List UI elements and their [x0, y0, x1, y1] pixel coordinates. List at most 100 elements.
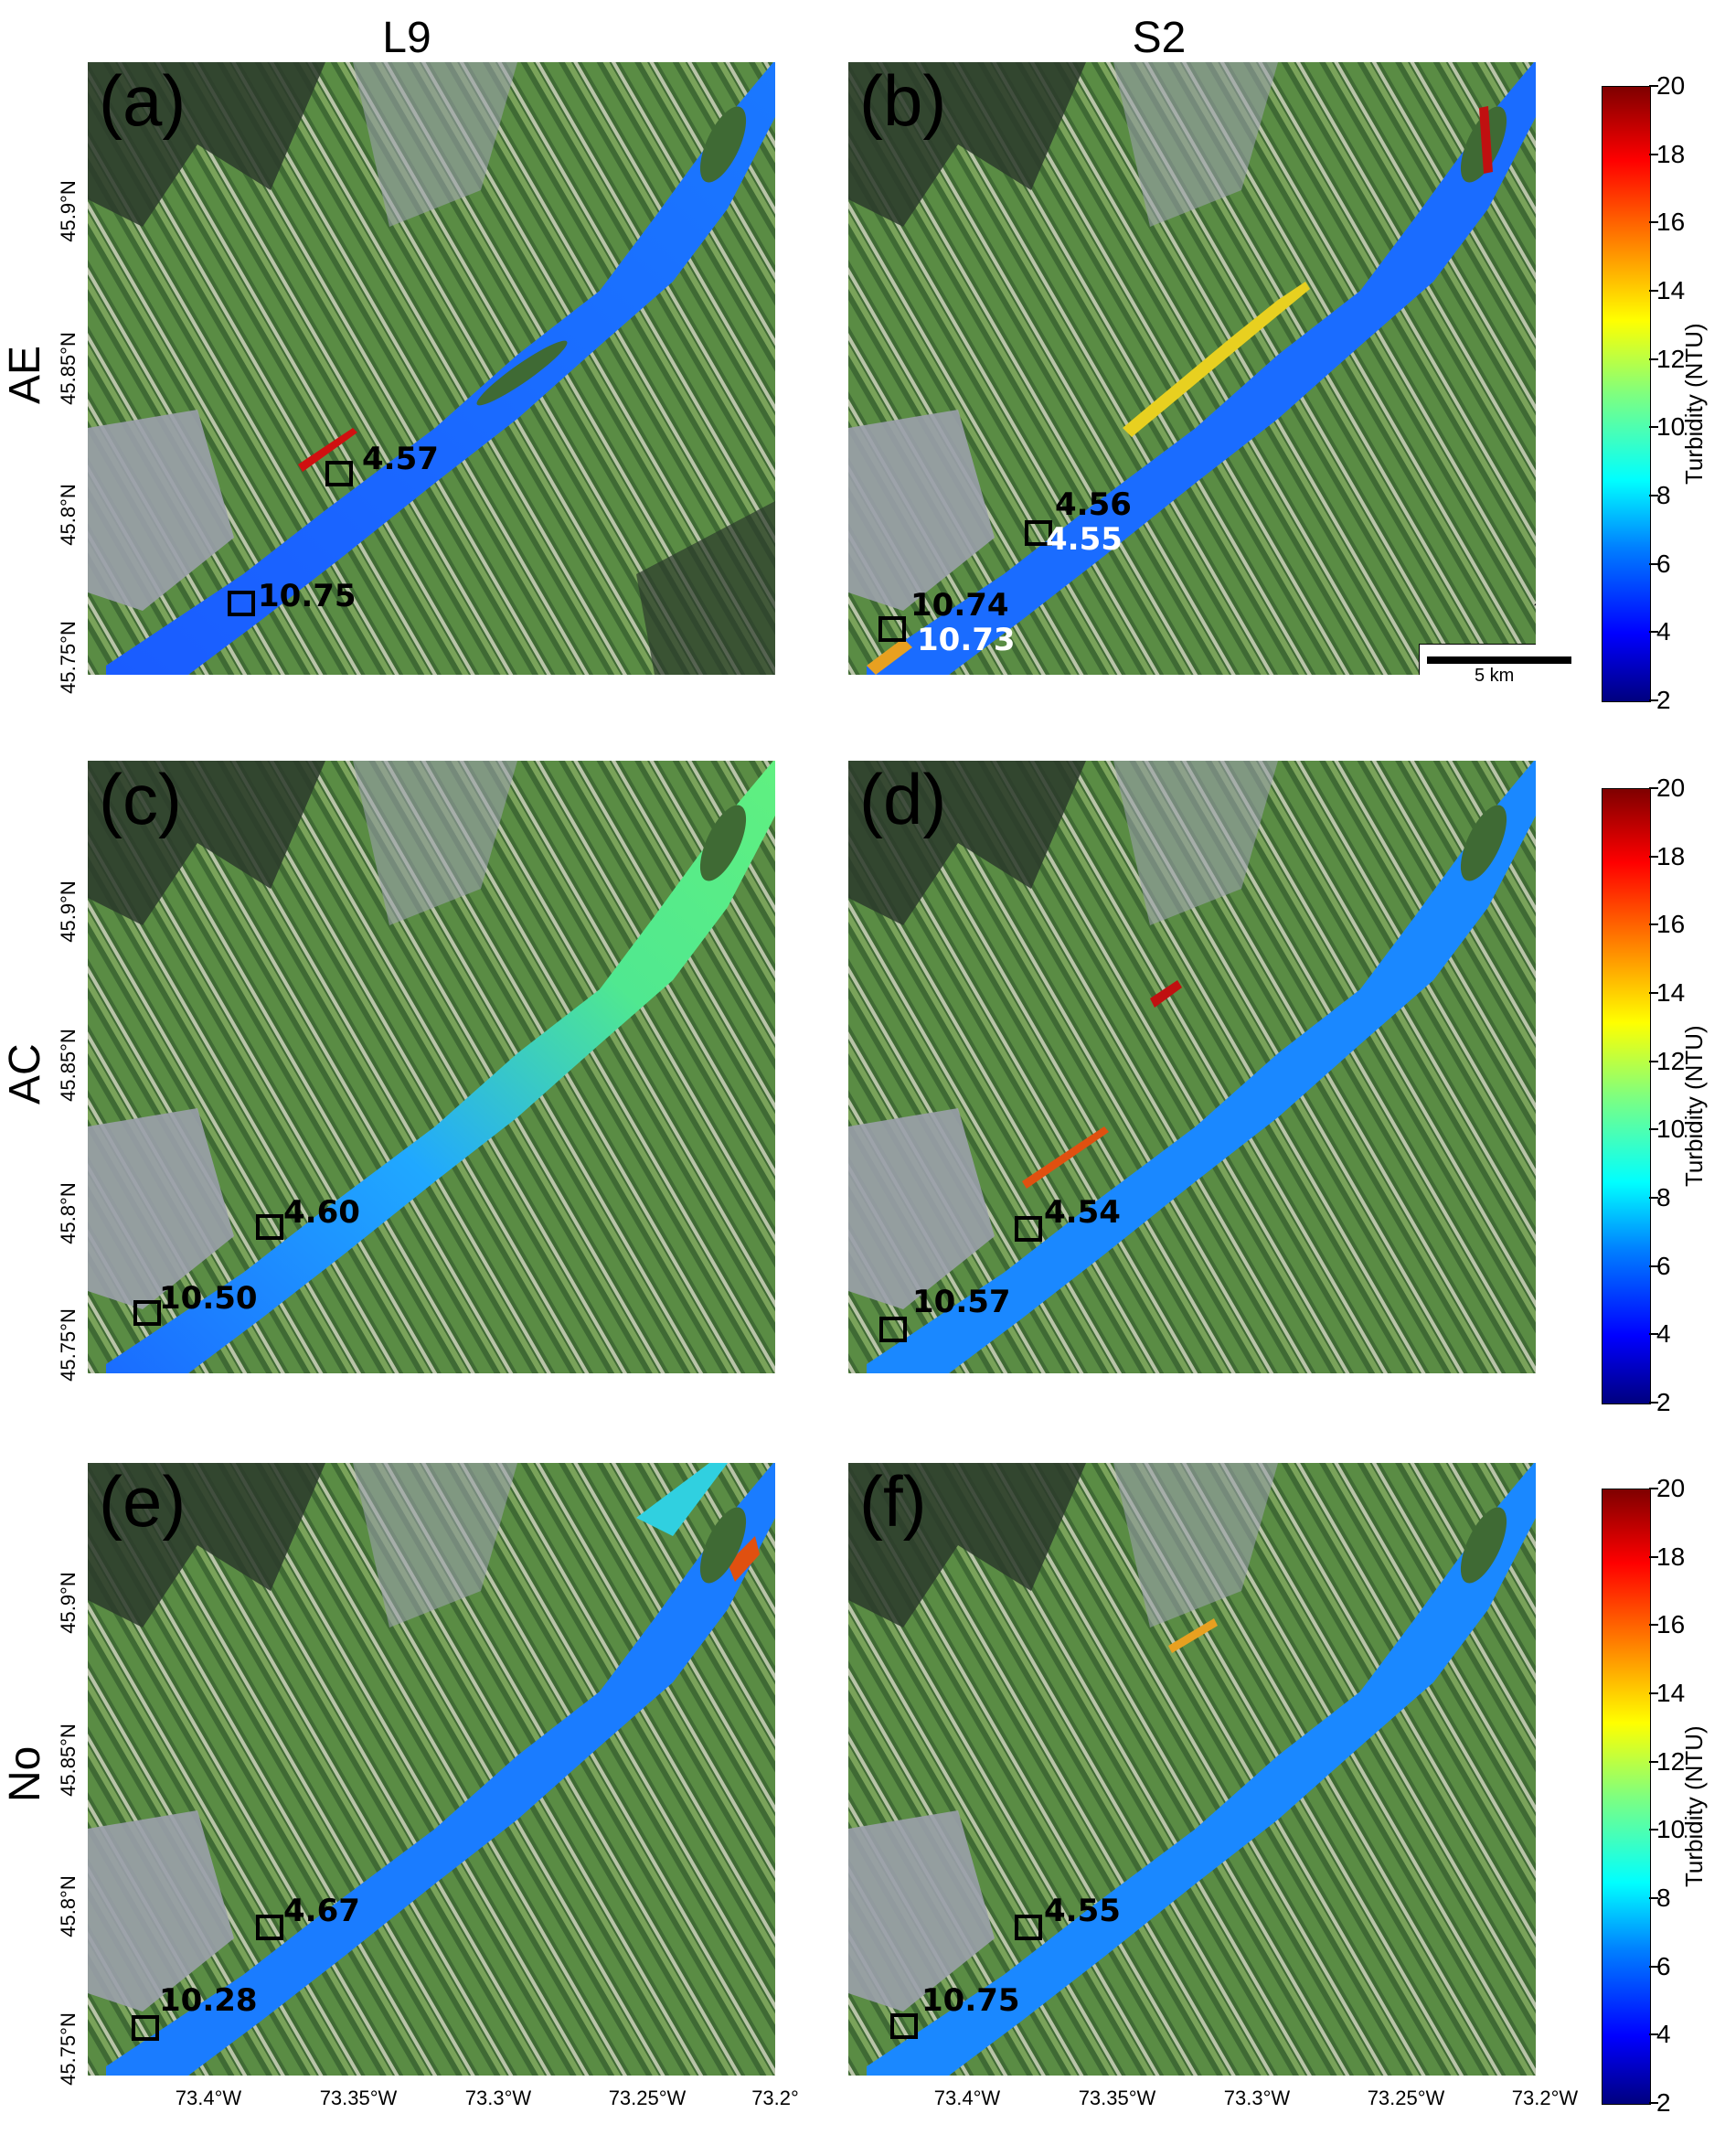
lat-tick-label: 45.75°N: [57, 621, 80, 694]
lat-tick-label: 45.75°N: [57, 2012, 80, 2086]
lat-tick-label: 45.9°N: [57, 1572, 80, 1634]
roi-box-upper: [256, 1214, 283, 1240]
colorbar-tick-mark: [1649, 2033, 1658, 2036]
lon-tick-label: 73.4°W: [175, 2087, 242, 2109]
colorbar-tick-mark: [1649, 358, 1658, 360]
colorbar-tick-mark: [1649, 631, 1658, 634]
lon-tick-label: 73.25°W: [1367, 2087, 1445, 2109]
colorbar-tick-mark: [1649, 1197, 1658, 1199]
colorbar-tick-mark: [1649, 1402, 1658, 1404]
colorbar-tick-mark: [1649, 85, 1658, 87]
colorbar-label: Turbidity (NTU): [1680, 1725, 1708, 1887]
lat-tick-label: 45.75°N: [57, 1308, 80, 1382]
lat-tick-label: 45.8°N: [57, 1875, 80, 1937]
colorbar-tick-mark: [1649, 290, 1658, 292]
roi-box-upper: [1015, 1915, 1042, 1940]
roi-value-upper: 4.60: [283, 1194, 360, 1231]
colorbar-2: [1602, 788, 1651, 1404]
colorbar-tick-label: 18: [1656, 841, 1686, 870]
colorbar-tick-mark: [1649, 855, 1658, 858]
colorbar-tick-label: 10: [1656, 412, 1686, 442]
colorbar-tick-mark: [1649, 1829, 1658, 1831]
roi-value-upper: 4.67: [283, 1893, 360, 1929]
lat-tick-label: 45.8°N: [57, 484, 80, 546]
roi-box-upper: [256, 1915, 283, 1940]
roi-value-upper: 4.56: [1055, 486, 1132, 523]
lon-tick-label: 73.3°W: [464, 2087, 532, 2109]
map-panel-e: (e) 4.67 10.28: [88, 1463, 775, 2076]
roi-box-upper: [325, 461, 353, 486]
panel-label: (d): [859, 761, 947, 839]
map-d-image: [848, 761, 1536, 1373]
roi-box-upper: [1025, 520, 1052, 546]
roi-value-lower-2: 10.73: [917, 622, 1016, 658]
roi-box-lower: [228, 591, 255, 616]
colorbar-tick-label: 2: [1656, 1388, 1671, 1416]
colorbar-tick-mark: [1649, 1128, 1658, 1131]
panel-label: (b): [859, 62, 947, 141]
lon-tick-label: 73.25°W: [608, 2087, 687, 2109]
roi-box-lower: [133, 1300, 161, 1326]
colorbar-tick-label: 18: [1656, 1542, 1686, 1571]
roi-value-lower: 10.75: [258, 578, 357, 614]
colorbar-tick-label: 14: [1656, 276, 1686, 304]
map-panel-a: (a) 4.57 10.75: [88, 62, 775, 675]
colorbar-label: Turbidity (NTU): [1680, 323, 1708, 485]
colorbar-tick-label: 16: [1656, 208, 1686, 237]
colorbar-tick-mark: [1649, 699, 1658, 701]
map-b-image: [848, 62, 1536, 675]
colorbar-tick-label: 16: [1656, 910, 1686, 939]
colorbar-tick-label: 16: [1656, 1610, 1686, 1639]
colorbar-tick-label: 10: [1656, 1815, 1686, 1844]
colorbar-tick-mark: [1649, 1333, 1658, 1336]
colorbar-tick-label: 20: [1656, 1474, 1686, 1502]
lat-tick-label: 45.8°N: [57, 1182, 80, 1244]
colorbar-tick-label: 6: [1656, 549, 1671, 578]
roi-box-lower: [890, 2013, 918, 2039]
lon-tick-label: 73.35°W: [1078, 2087, 1156, 2109]
colorbar-tick-label: 2: [1656, 686, 1671, 714]
colorbar-tick-label: 20: [1656, 774, 1686, 802]
panel-label: (e): [99, 1463, 186, 1542]
map-f-image: [848, 1463, 1536, 2076]
map-panel-d: (d) 4.54 10.57: [848, 761, 1536, 1373]
lon-tick-label: 73.2°: [751, 2087, 799, 2109]
colorbar-tick-label: 4: [1656, 1319, 1671, 1349]
map-panel-c: (c) 4.60 10.50: [88, 761, 775, 1373]
column-header-s2: S2: [1132, 14, 1187, 62]
colorbar-tick-label: 8: [1656, 1884, 1671, 1912]
roi-value-upper: 4.55: [1044, 1893, 1121, 1929]
colorbar-tick-label: 2: [1656, 2088, 1671, 2117]
colorbar-tick-mark: [1649, 1692, 1658, 1694]
roi-value-upper-2: 4.55: [1046, 521, 1123, 558]
map-a-image: [88, 62, 775, 675]
lat-tick-label: 45.85°N: [57, 1029, 80, 1102]
lon-tick-label: 73.35°W: [319, 2087, 398, 2109]
north-arrow-icon: ↑: [1530, 591, 1536, 626]
colorbar-tick-label: 12: [1656, 1746, 1686, 1776]
map-e-image: [88, 1463, 775, 2076]
colorbar-tick-mark: [1649, 153, 1658, 155]
colorbar-tick-label: 6: [1656, 1251, 1671, 1280]
colorbar-tick-mark: [1649, 1760, 1658, 1763]
colorbar-tick-label: 8: [1656, 481, 1671, 509]
lat-tick-label: 45.9°N: [57, 881, 80, 943]
roi-box-lower: [878, 616, 906, 642]
colorbar-tick-label: 20: [1656, 71, 1686, 100]
colorbar-tick-mark: [1649, 2102, 1658, 2104]
panel-label: (f): [859, 1463, 927, 1542]
lon-tick-label: 73.4°W: [933, 2087, 1001, 2109]
roi-box-upper: [1015, 1216, 1042, 1242]
lon-tick-label: 73.2°W: [1511, 2087, 1579, 2109]
roi-value-lower: 10.74: [910, 587, 1009, 624]
colorbar-tick-label: 4: [1656, 2020, 1671, 2049]
colorbar-tick-label: 12: [1656, 1046, 1686, 1075]
colorbar-tick-label: 6: [1656, 1951, 1671, 1980]
colorbar-tick-label: 14: [1656, 1679, 1686, 1707]
roi-value-lower: 10.28: [159, 1982, 258, 2019]
colorbar-tick-mark: [1649, 562, 1658, 565]
colorbar-tick-mark: [1649, 923, 1658, 926]
panel-label: (c): [99, 761, 182, 839]
colorbar-1: [1602, 86, 1651, 702]
colorbar-tick-mark: [1649, 1897, 1658, 1899]
